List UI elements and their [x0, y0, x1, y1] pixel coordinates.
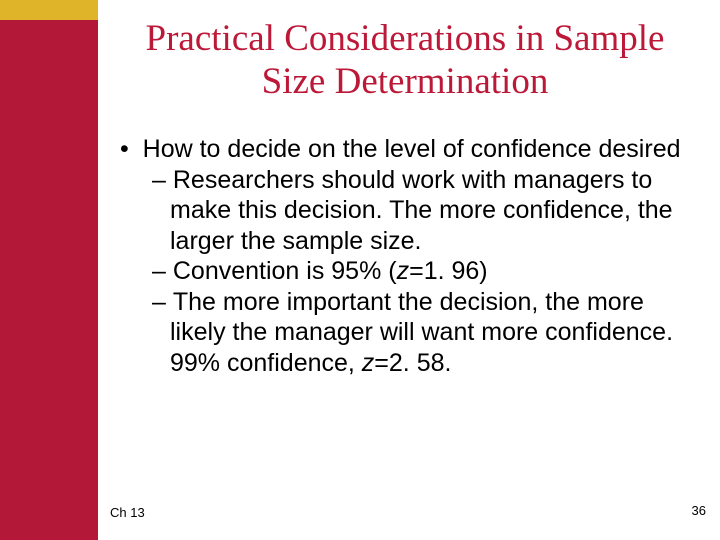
bullet-lvl1-text: How to decide on the level of confidence…: [143, 135, 681, 163]
page-number: 36: [692, 503, 706, 518]
bullet-lvl2-text: Researchers should work with managers to…: [170, 166, 673, 255]
bullet-lvl2: – Researchers should work with managers …: [116, 165, 686, 257]
slide: Practical Considerations in Sample Size …: [0, 0, 720, 540]
bullet-lvl1: • How to decide on the level of confiden…: [116, 134, 686, 378]
bullet-lvl2-text: The more important the decision, the mor…: [170, 288, 673, 377]
slide-body: • How to decide on the level of confiden…: [116, 134, 686, 378]
sidebar-bar: [0, 0, 98, 540]
bullet-lvl2: – Convention is 95% (z=1. 96): [116, 256, 686, 287]
bullet-lvl2: – The more important the decision, the m…: [116, 287, 686, 379]
slide-title: Practical Considerations in Sample Size …: [110, 18, 700, 103]
bullet-lvl2-text: Convention is 95% (z=1. 96): [173, 257, 488, 285]
accent-box: [0, 0, 98, 20]
chapter-label: Ch 13: [110, 505, 145, 520]
